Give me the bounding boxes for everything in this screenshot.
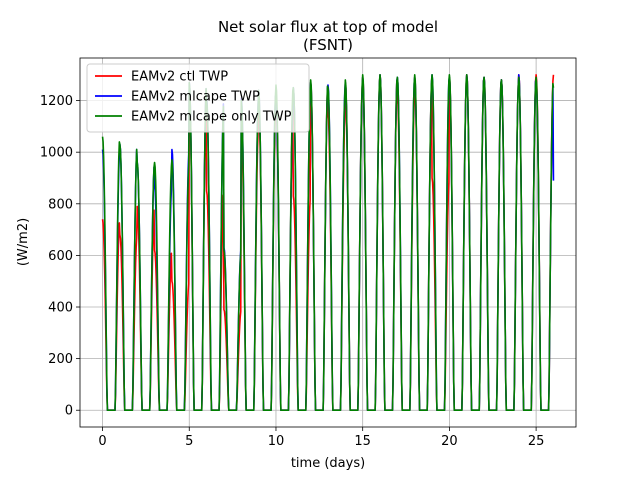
series-layer <box>101 73 555 412</box>
y-tick-label: 800 <box>48 197 73 212</box>
x-tick-label: 10 <box>268 434 285 449</box>
legend-label-1: EAMv2 mlcape TWP <box>131 90 260 105</box>
ticks: 0 5 10 15 20 25 0 200 400 600 800 1000 1200 <box>40 94 544 449</box>
x-tick-label: 15 <box>354 434 371 449</box>
y-tick-label: 400 <box>48 301 73 316</box>
chart-subtitle: (FSNT) <box>303 36 353 54</box>
y-tick-label: 600 <box>48 249 73 264</box>
y-axis-label: (W/m2) <box>16 218 31 266</box>
legend-label-2: EAMv2 mlcape only TWP <box>131 110 292 125</box>
x-axis-label: time (days) <box>291 456 365 471</box>
y-tick-label: 0 <box>65 404 73 419</box>
x-tick-label: 0 <box>98 434 106 449</box>
y-tick-label: 1200 <box>40 94 73 109</box>
legend-label-0: EAMv2 ctl TWP <box>131 70 228 85</box>
x-tick-label: 20 <box>441 434 458 449</box>
x-tick-label: 5 <box>185 434 193 449</box>
y-tick-label: 200 <box>48 352 73 367</box>
legend: EAMv2 ctl TWP EAMv2 mlcape TWP EAMv2 mlcap… <box>86 63 310 133</box>
legend-box <box>86 63 310 133</box>
y-tick-label: 1000 <box>40 146 73 161</box>
chart-title: Net solar flux at top of model <box>218 18 438 36</box>
series-line-2 <box>101 73 555 412</box>
x-tick-label: 25 <box>528 434 545 449</box>
plot-frame <box>79 57 577 428</box>
